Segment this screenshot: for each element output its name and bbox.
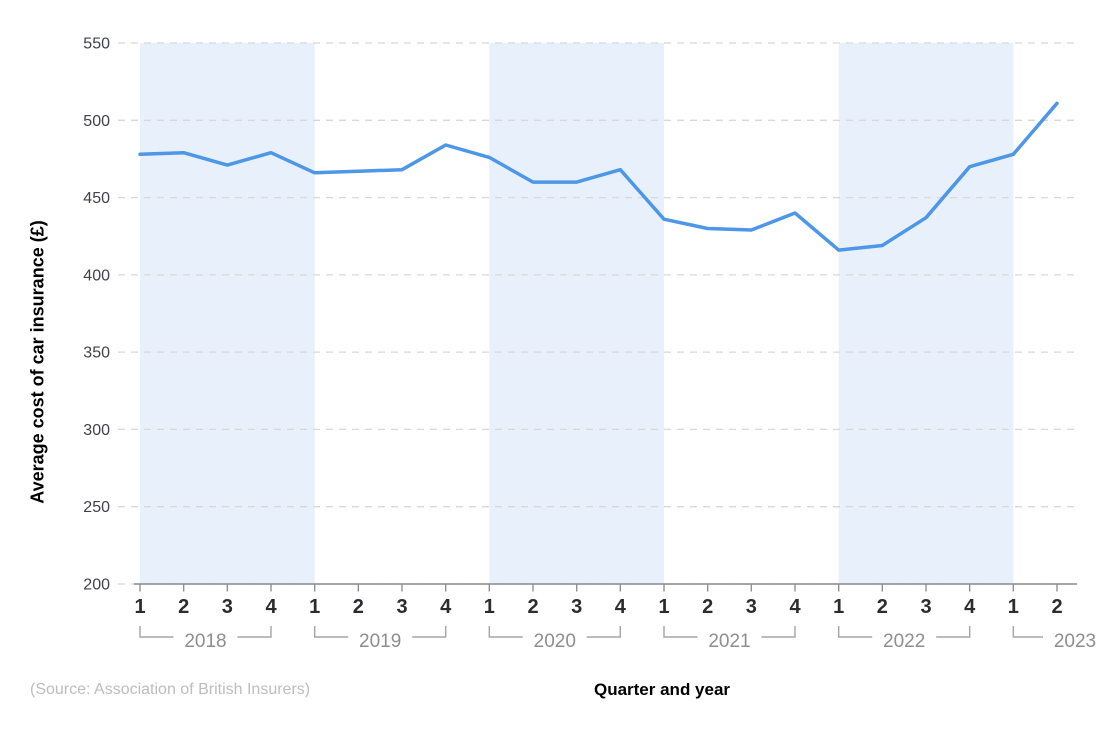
year-label: 2022 <box>883 631 925 652</box>
quarter-tick-label: 3 <box>396 596 407 618</box>
y-tick-label: 250 <box>83 499 110 516</box>
quarter-tick-label: 3 <box>920 596 931 618</box>
y-tick-label: 550 <box>83 36 110 53</box>
quarter-tick-label: 4 <box>440 596 452 618</box>
year-band <box>489 43 664 584</box>
quarter-tick-label: 4 <box>265 596 277 618</box>
quarter-tick-label: 2 <box>527 596 538 618</box>
year-bracket-left <box>1012 626 1043 638</box>
y-tick-label: 400 <box>83 267 110 284</box>
year-label: 2019 <box>359 631 401 652</box>
year-bracket-right <box>412 626 447 638</box>
quarter-tick-label: 1 <box>484 596 495 618</box>
y-tick-label: 200 <box>83 577 110 594</box>
y-tick-label: 300 <box>83 422 110 439</box>
quarter-tick-label: 1 <box>1008 596 1019 618</box>
x-axis-title: Quarter and year <box>593 680 731 699</box>
year-band <box>140 43 315 584</box>
data-line <box>138 101 1059 252</box>
y-tick-label: 350 <box>83 345 110 362</box>
quarter-tick-label: 3 <box>571 596 582 618</box>
year-bracket-right <box>936 626 971 638</box>
quarter-tick-label: 2 <box>178 596 189 618</box>
quarter-tick-label: 2 <box>702 596 713 618</box>
year-label: 2020 <box>534 631 576 652</box>
quarter-tick-label: 3 <box>746 596 757 618</box>
quarter-tick-label: 4 <box>964 596 976 618</box>
quarter-tick-label: 2 <box>877 596 888 618</box>
quarter-tick-label: 4 <box>615 596 627 618</box>
quarter-tick-label: 4 <box>789 596 801 618</box>
year-label: 2023 <box>1054 631 1096 652</box>
quarter-tick-label: 3 <box>222 596 233 618</box>
source-note: (Source: Association of British Insurers… <box>30 681 311 698</box>
year-band <box>838 43 1014 584</box>
year-bracket-left <box>314 626 349 638</box>
year-label: 2018 <box>184 631 226 652</box>
quarter-tick-label: 2 <box>1051 596 1062 618</box>
year-bracket-left <box>663 626 698 638</box>
quarter-tick-label: 1 <box>134 596 145 618</box>
year-bracket-left <box>838 626 873 638</box>
year-bracket-left <box>488 626 523 638</box>
year-bracket-right <box>237 626 272 638</box>
quarter-tick-label: 2 <box>353 596 364 618</box>
y-axis-title: Average cost of car insurance (£) <box>27 220 48 504</box>
year-bracket-left <box>139 626 174 638</box>
y-tick-label: 500 <box>83 113 110 130</box>
year-label: 2021 <box>708 631 750 652</box>
year-bracket-right <box>761 626 796 638</box>
quarter-tick-label: 1 <box>833 596 844 618</box>
year-bracket-right <box>586 626 621 638</box>
quarter-tick-label: 1 <box>309 596 320 618</box>
y-tick-label: 450 <box>83 190 110 207</box>
quarter-tick-label: 1 <box>658 596 669 618</box>
